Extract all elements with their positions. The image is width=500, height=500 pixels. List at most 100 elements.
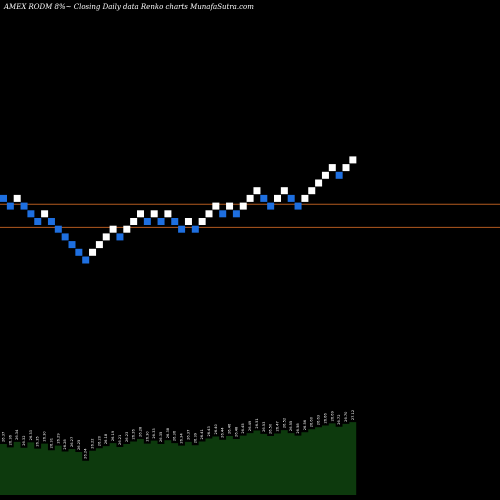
price-label: 26.56: [303, 419, 307, 430]
price-label: 26.69: [330, 410, 334, 421]
price-label: 26.27: [70, 437, 74, 447]
renko-brick: [246, 194, 254, 202]
renko-brick: [198, 218, 206, 225]
price-label: 26.37: [2, 432, 6, 442]
price-label: 26.30: [145, 431, 149, 442]
price-label: 26.34: [180, 433, 184, 444]
volume-panel: [0, 422, 357, 495]
price-label: 26.66: [323, 413, 327, 424]
price-label: 26.44: [221, 427, 225, 438]
renko-brick: [102, 233, 110, 241]
price-label: 26.49: [248, 420, 252, 431]
renko-brick: [34, 218, 42, 225]
price-label: 26.33: [29, 430, 33, 440]
renko-brick: [6, 202, 14, 210]
renko-brick: [0, 194, 7, 202]
price-label: 26.43: [207, 426, 211, 436]
price-label: 26.28: [139, 426, 143, 437]
renko-brick: [109, 225, 117, 233]
price-label: 26.19: [111, 430, 115, 441]
price-label: 26.51: [255, 418, 259, 428]
renko-brick: [157, 218, 165, 225]
renko-brick: [130, 218, 138, 225]
renko-brick: [253, 187, 261, 195]
renko-bricks: [0, 156, 357, 264]
renko-brick: [150, 210, 158, 218]
renko-brick: [13, 194, 21, 202]
price-label: 26.35: [36, 436, 40, 446]
price-label: 26.53: [262, 422, 266, 432]
price-label: 26.58: [296, 423, 300, 434]
price-label: 26.70: [344, 411, 348, 422]
renko-brick: [116, 233, 124, 241]
price-label: 26.40: [214, 423, 218, 434]
renko-brick: [68, 241, 76, 249]
price-label: 26.32: [22, 435, 26, 445]
renko-brick: [164, 210, 172, 218]
renko-brick: [143, 218, 151, 225]
renko-brick: [123, 225, 131, 233]
price-label: 26.39: [193, 432, 197, 443]
price-label: 26.46: [228, 423, 232, 434]
renko-brick: [274, 194, 281, 202]
renko-brick: [294, 202, 302, 210]
chart-title: AMEX RODM 8%~ Closing Daily data Renko c…: [3, 3, 254, 11]
renko-brick: [75, 248, 83, 256]
renko-brick: [89, 248, 97, 256]
renko-brick: [20, 202, 28, 210]
renko-brick: [267, 202, 275, 210]
price-label: 26.33: [152, 428, 156, 438]
renko-brick: [178, 225, 186, 233]
renko-brick: [47, 218, 55, 225]
renko-brick: [212, 202, 220, 210]
price-label: 26.23: [125, 432, 129, 442]
price-label: 26.26: [132, 428, 136, 439]
renko-brick: [335, 171, 343, 179]
price-label: 26.30: [43, 431, 47, 442]
price-label: 26.38: [166, 427, 170, 438]
renko-brick: [27, 210, 35, 218]
price-label: 26.63: [317, 415, 321, 425]
renko-brick: [328, 164, 336, 172]
renko-brick: [82, 256, 90, 264]
renko-brick: [232, 210, 240, 218]
renko-brick: [315, 179, 323, 187]
price-label: 26.52: [282, 418, 286, 428]
renko-brick: [61, 233, 69, 241]
renko-brick: [342, 164, 350, 172]
renko-brick: [219, 210, 227, 218]
price-label: 26.21: [118, 435, 122, 445]
renko-brick: [301, 194, 309, 202]
price-label: 26.55: [289, 421, 293, 431]
renko-brick: [349, 156, 357, 164]
price-label: 26.29: [56, 433, 60, 444]
renko-brick: [205, 210, 213, 218]
price-label: 26.47: [276, 421, 280, 431]
price-label: 26.45: [241, 423, 245, 433]
price-label: 26.22: [91, 438, 95, 448]
price-label: 26.60: [310, 416, 314, 427]
volume-area: [0, 422, 357, 495]
renko-brick: [308, 187, 316, 195]
price-label: 26.35: [159, 432, 163, 442]
level-lines: [0, 203, 500, 228]
price-label: 26.36: [173, 430, 177, 441]
renko-brick: [321, 171, 329, 179]
renko-brick: [41, 210, 49, 218]
renko-brick: [54, 225, 62, 233]
price-label: 26.37: [186, 430, 190, 440]
renko-brick: [184, 218, 192, 225]
renko-brick: [280, 187, 288, 195]
price-label: 26.31: [49, 438, 53, 448]
renko-brick: [226, 202, 234, 210]
price-label: 26.25: [77, 440, 81, 450]
price-label: 26.50: [269, 423, 273, 434]
price-label: 26.72: [337, 414, 341, 424]
renko-brick: [239, 202, 247, 210]
renko-brick: [137, 210, 144, 218]
renko-brick: [260, 194, 268, 202]
price-label: 26.48: [234, 426, 238, 437]
